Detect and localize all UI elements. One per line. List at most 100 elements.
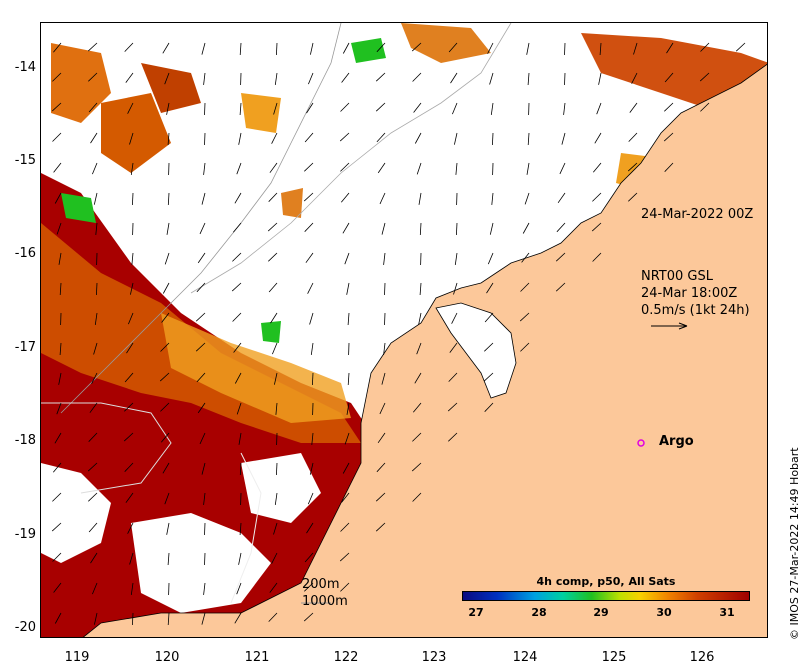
current-arrow — [631, 72, 638, 84]
current-arrow — [454, 252, 458, 265]
current-arrow — [381, 372, 386, 385]
sst-cool-patch — [351, 38, 386, 63]
current-arrow — [346, 402, 350, 415]
current-arrow — [94, 612, 98, 625]
current-arrow — [88, 522, 98, 533]
current-arrow — [303, 192, 314, 202]
sst-cool-patch — [61, 193, 96, 223]
current-arrow — [131, 252, 134, 265]
current-arrow — [236, 402, 242, 415]
current-arrow — [342, 222, 350, 234]
colorbar-tick: 31 — [719, 606, 735, 619]
sst-mid-region — [161, 313, 351, 423]
current-arrow — [196, 282, 206, 293]
current-arrow — [413, 102, 422, 113]
current-arrow — [559, 162, 566, 175]
current-arrow — [412, 402, 422, 413]
current-arrow — [51, 522, 62, 532]
current-arrow — [159, 372, 170, 382]
current-arrow — [166, 102, 170, 115]
current-arrow — [274, 72, 278, 85]
current-arrow — [87, 462, 98, 472]
current-arrow — [307, 492, 314, 505]
current-arrow — [130, 162, 134, 175]
current-arrow — [491, 192, 494, 205]
current-arrow — [342, 462, 350, 474]
current-arrow — [376, 42, 386, 53]
current-arrow — [450, 72, 458, 84]
current-arrow — [340, 102, 350, 112]
current-arrow — [129, 552, 134, 565]
current-arrow — [308, 72, 314, 85]
current-arrow — [414, 132, 422, 144]
current-arrow — [274, 372, 278, 385]
current-arrow — [124, 462, 134, 472]
current-arrow — [344, 252, 350, 265]
x-tick: 121 — [244, 650, 270, 665]
current-arrow — [51, 102, 62, 112]
current-arrow — [204, 552, 206, 566]
current-arrow — [92, 582, 98, 595]
sst-blob — [401, 23, 491, 63]
current-arrow — [310, 42, 314, 55]
y-tick: -18 — [14, 433, 36, 448]
current-arrow — [414, 372, 422, 384]
current-arrow — [52, 132, 62, 142]
current-arrow — [273, 522, 278, 535]
current-arrow — [238, 552, 242, 565]
current-arrow — [201, 612, 206, 625]
contour-shelf — [230, 452, 262, 604]
current-arrow — [93, 192, 98, 205]
current-arrow — [306, 522, 314, 534]
current-arrow — [633, 42, 638, 55]
current-arrow — [412, 72, 422, 82]
current-arrow — [268, 252, 278, 262]
current-arrow — [276, 462, 278, 476]
sst-blob — [51, 43, 111, 123]
cloud-gap — [41, 463, 111, 563]
current-arrow — [232, 312, 242, 322]
current-arrow — [90, 132, 98, 144]
current-arrow — [128, 312, 134, 325]
current-arrow — [527, 72, 530, 86]
current-arrow — [232, 252, 242, 262]
current-arrow — [419, 222, 422, 236]
current-arrow — [453, 282, 458, 295]
current-arrow — [629, 102, 638, 113]
current-arrow — [592, 252, 602, 262]
y-tick: -16 — [14, 246, 36, 261]
current-arrow — [201, 42, 206, 55]
x-tick: 120 — [154, 650, 180, 665]
current-arrow — [52, 72, 62, 82]
current-arrow — [449, 342, 458, 353]
current-arrow — [130, 582, 134, 595]
current-arrow — [126, 342, 134, 354]
current-arrow — [416, 162, 422, 175]
current-arrow — [268, 612, 278, 622]
current-arrow — [340, 192, 350, 203]
current-arrow — [310, 342, 314, 355]
argo-marker[interactable] — [637, 439, 645, 447]
current-arrow — [130, 282, 134, 295]
current-arrow — [92, 162, 98, 175]
current-arrow — [52, 492, 62, 502]
current-arrow — [451, 312, 458, 324]
sst-blob — [281, 188, 303, 218]
current-arrow — [234, 192, 242, 204]
argo-date-label: 24-Mar-2022 00Z — [641, 207, 754, 222]
current-arrow — [448, 432, 458, 442]
current-arrow — [519, 312, 530, 322]
current-arrow — [379, 192, 386, 205]
current-arrow — [204, 522, 206, 536]
current-arrow — [526, 162, 530, 175]
current-arrow — [307, 282, 314, 294]
current-arrow — [526, 42, 530, 55]
current-arrow — [93, 342, 98, 355]
current-arrow — [664, 72, 674, 83]
current-arrow — [88, 72, 98, 82]
current-arrow — [164, 72, 170, 85]
current-arrow — [123, 432, 134, 442]
current-arrow — [160, 342, 170, 352]
colorbar — [462, 591, 750, 601]
current-arrow — [594, 132, 602, 144]
